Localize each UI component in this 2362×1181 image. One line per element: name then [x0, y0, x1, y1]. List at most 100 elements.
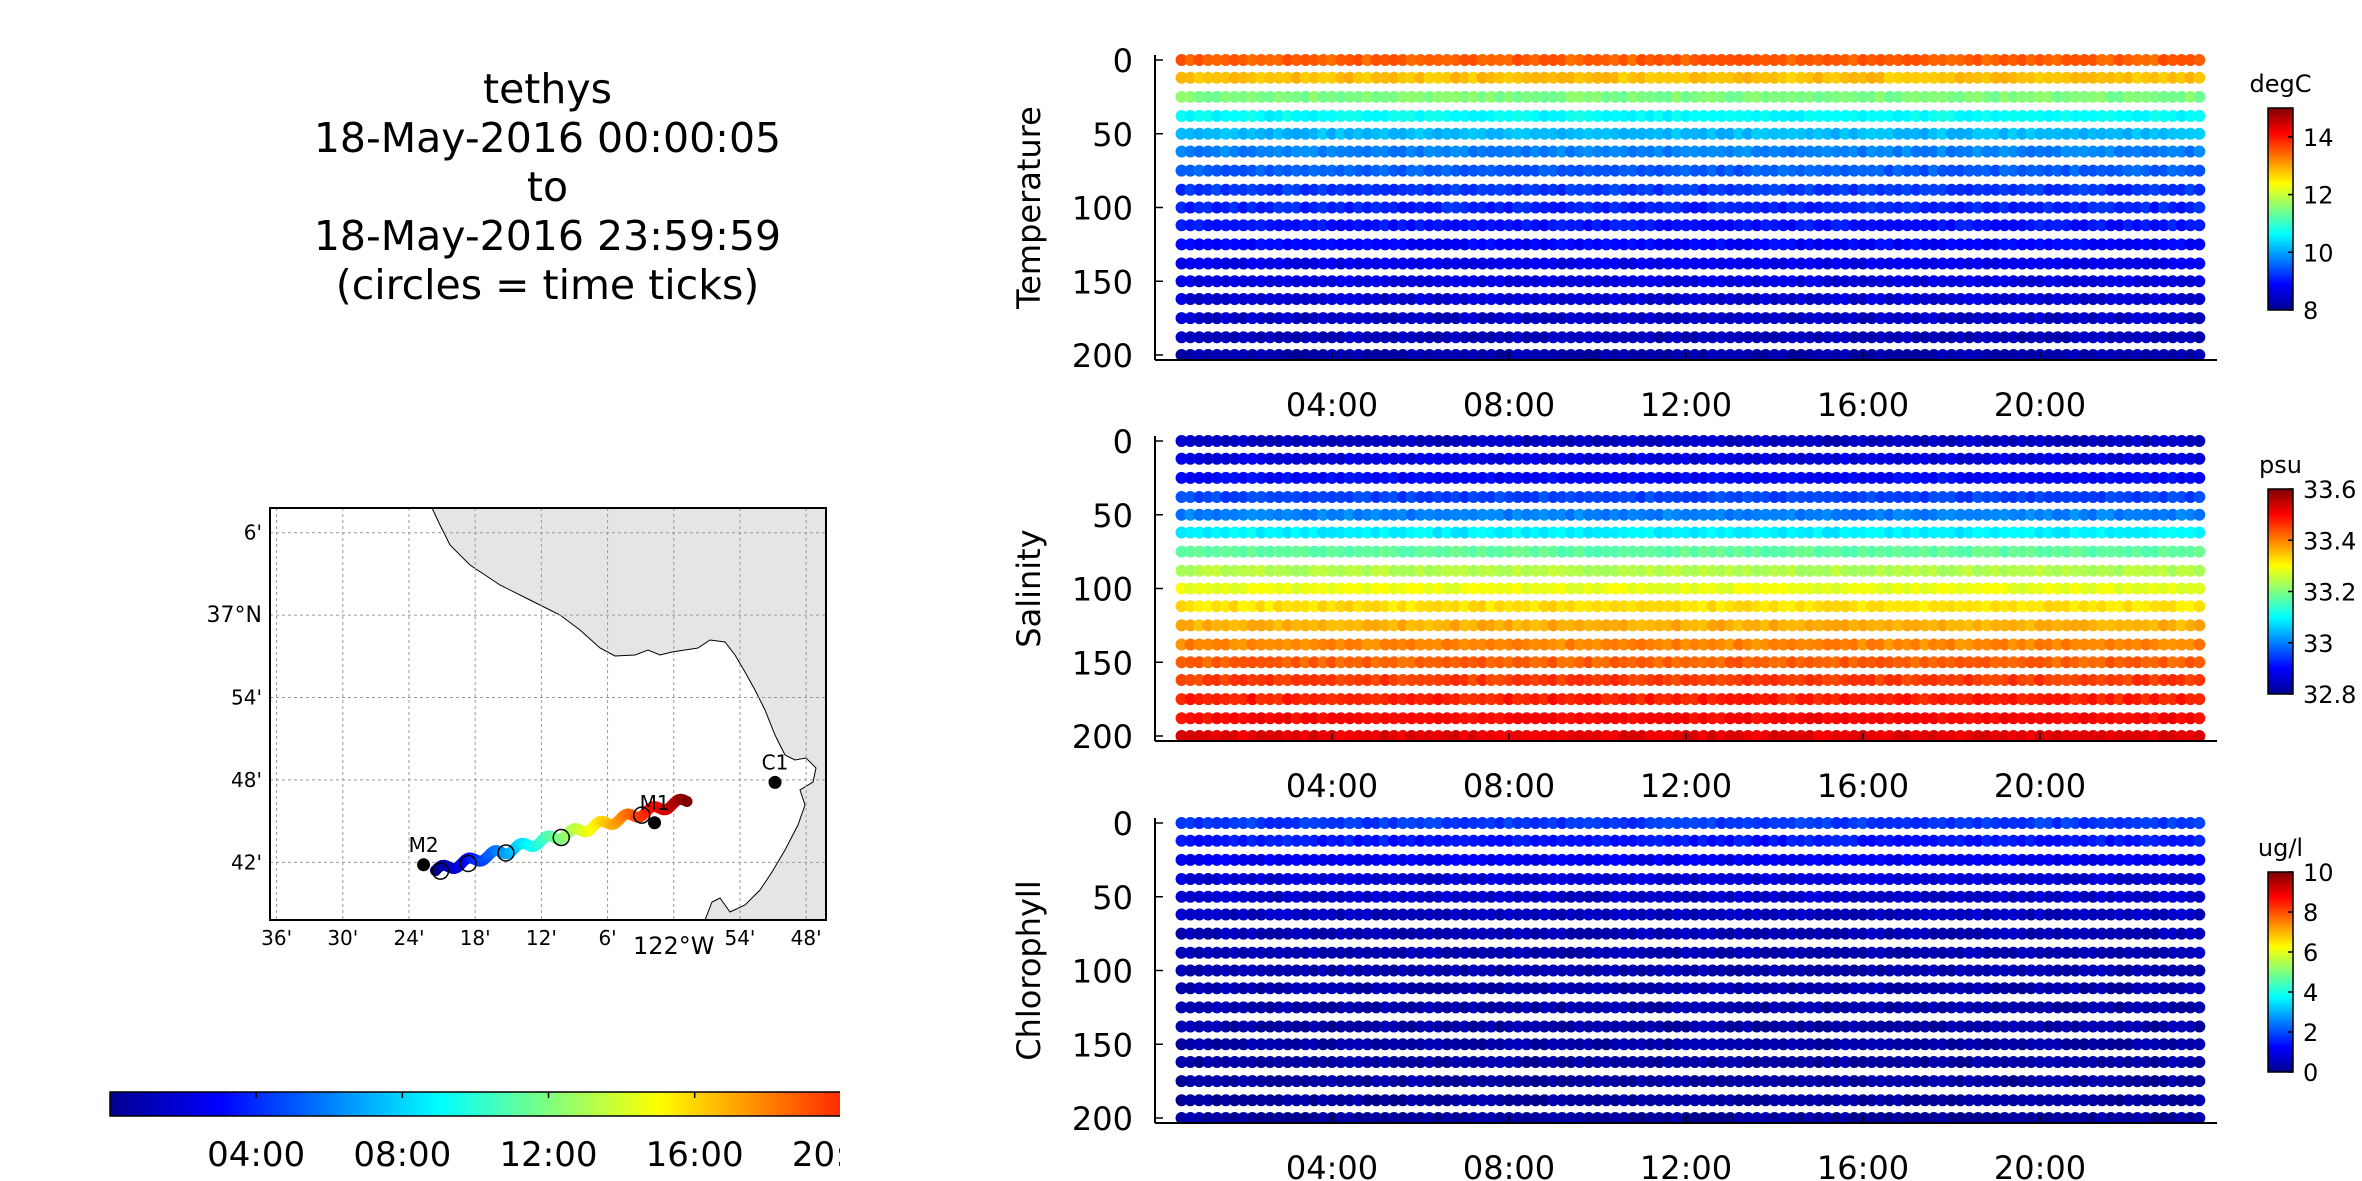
profile-sample [1529, 71, 1542, 84]
profile-sample [1467, 71, 1480, 84]
profile-sample [1414, 292, 1427, 305]
profile-sample [1494, 201, 1507, 214]
profile-sample [1264, 71, 1277, 84]
profile-sample [1635, 183, 1648, 196]
profile-sample [1317, 71, 1330, 84]
profile-sample [1449, 312, 1462, 325]
profile-sample [1441, 238, 1454, 251]
profile-sample [1255, 349, 1268, 361]
profile-sample [1370, 183, 1383, 196]
profile-sample [1317, 145, 1330, 158]
profile-sample [1290, 90, 1303, 103]
profile-sample [1582, 54, 1595, 66]
profile-sample [1476, 164, 1489, 177]
profile-sample [1697, 90, 1710, 103]
profile-sample [1299, 54, 1312, 66]
time-colorbar-tick-label: 12:00 [500, 1135, 598, 1175]
profile-sample [1697, 257, 1710, 270]
profile-sample [1317, 349, 1330, 361]
profile-sample [1458, 145, 1471, 158]
profile-sample [1511, 183, 1524, 196]
profile-sample [1520, 292, 1533, 305]
profile-sample [1741, 312, 1754, 325]
profile-sample [1387, 145, 1400, 158]
profile-sample [1680, 331, 1692, 344]
profile-sample [1520, 331, 1533, 344]
profile-sample [1485, 331, 1498, 344]
profile-sample [1626, 331, 1639, 344]
profile-sample [1564, 331, 1577, 344]
profile-sample [1317, 331, 1330, 344]
profile-sample [1441, 183, 1454, 196]
profile-sample [1202, 257, 1215, 270]
profile-sample [1591, 238, 1604, 251]
profile-sample [1370, 145, 1383, 158]
profile-sample [1414, 110, 1427, 123]
profile-sample [1609, 201, 1622, 214]
profile-sample [1715, 312, 1728, 325]
profile-sample [1680, 90, 1692, 103]
colorbar-tick-label: 33.4 [2303, 527, 2356, 555]
profile-sample [1449, 127, 1462, 140]
profile-sample [1618, 54, 1631, 66]
profile-sample [1210, 71, 1223, 84]
profile-sample [1600, 312, 1613, 325]
profile-sample [1556, 110, 1569, 123]
profile-data [1175, 54, 2206, 361]
profile-sample [1626, 90, 1639, 103]
profile-sample [1635, 164, 1648, 177]
profile-sample [1564, 90, 1577, 103]
profile-sample [1520, 127, 1533, 140]
profile-sample [1671, 219, 1684, 232]
y-axis-label: Temperature [1010, 106, 1048, 310]
profile-sample [1547, 90, 1560, 103]
profile-sample [1467, 54, 1480, 66]
profile-sample [1733, 145, 1746, 158]
profile-sample [1405, 145, 1418, 158]
profile-sample [1511, 145, 1524, 158]
profile-sample [1564, 164, 1577, 177]
profile-sample [1494, 145, 1507, 158]
profile-sample [1237, 54, 1250, 66]
profile-sample [1193, 90, 1206, 103]
profile-sample [1653, 238, 1666, 251]
profile-sample [1688, 201, 1701, 214]
profile-sample [1370, 127, 1383, 140]
profile-sample [1379, 201, 1392, 214]
profile-sample [1281, 110, 1294, 123]
profile-sample [1564, 110, 1577, 123]
profile-sample [1317, 201, 1330, 214]
profile-sample [2193, 71, 2206, 84]
profile-sample [1423, 183, 1436, 196]
profile-sample [1281, 201, 1294, 214]
profile-sample [1343, 275, 1356, 288]
profile-sample [1538, 257, 1551, 270]
profile-sample [1458, 331, 1471, 344]
profile-sample [1591, 54, 1604, 66]
profile-sample [1653, 349, 1666, 361]
profile-sample [1343, 257, 1356, 270]
profile-sample [1246, 349, 1259, 361]
colorbar-tick-label: 14 [2303, 124, 2334, 152]
profile-sample [1547, 238, 1560, 251]
profile-sample [1662, 201, 1675, 214]
colorbar-tick-label: 12 [2303, 182, 2334, 210]
profile-sample [1370, 110, 1383, 123]
profile-sample [1237, 312, 1250, 325]
profile-sample [1184, 292, 1197, 305]
profile-sample [1175, 127, 1188, 140]
profile-sample [1272, 201, 1285, 214]
profile-sample [1494, 349, 1507, 361]
profile-sample [1228, 312, 1241, 325]
profile-sample [1644, 312, 1657, 325]
profile-sample [1582, 71, 1595, 84]
profile-sample [1609, 331, 1622, 344]
profile-sample [1520, 238, 1533, 251]
profile-sample [1680, 201, 1692, 214]
profile-sample [1680, 110, 1692, 123]
map-latitude-labels: 6'37°N54'48'42' [207, 521, 262, 875]
x-tick-label: 12:00 [1640, 767, 1732, 805]
profile-sample [1352, 54, 1365, 66]
